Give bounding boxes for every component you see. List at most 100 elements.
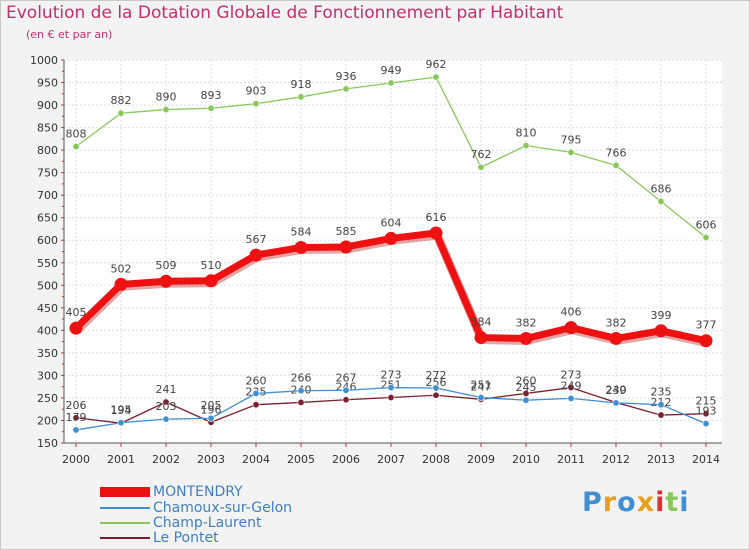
data-label-champ-laurent: 810 (516, 127, 537, 140)
data-label-le-pontet: 273 (561, 369, 582, 382)
x-tick-label: 2013 (647, 453, 675, 466)
data-label-champ-laurent: 949 (381, 64, 402, 77)
data-point-chamoux-sur-gelon (207, 414, 215, 422)
data-point-montendry (519, 331, 533, 345)
x-tick-label: 2004 (242, 453, 270, 466)
y-tick-label: 750 (37, 167, 58, 180)
data-label-chamoux-sur-gelon: 179 (66, 411, 87, 424)
x-tick-label: 2008 (422, 453, 450, 466)
data-point-montendry (429, 226, 443, 240)
data-point-chamoux-sur-gelon (522, 396, 530, 404)
data-point-champ-laurent (387, 79, 395, 87)
data-point-champ-laurent (657, 197, 665, 205)
data-label-le-pontet: 206 (66, 399, 87, 412)
data-label-champ-laurent: 890 (156, 91, 177, 104)
plot-area (64, 60, 722, 443)
data-label-champ-laurent: 962 (426, 58, 447, 71)
data-point-le-pontet (297, 398, 305, 406)
data-point-champ-laurent (612, 161, 620, 169)
data-label-chamoux-sur-gelon: 272 (426, 369, 447, 382)
x-tick-label: 2012 (602, 453, 630, 466)
data-label-champ-laurent: 795 (561, 133, 582, 146)
data-label-chamoux-sur-gelon: 260 (246, 374, 267, 387)
data-label-chamoux-sur-gelon: 249 (561, 379, 582, 392)
legend-swatch-chamoux-sur-gelon (100, 507, 150, 509)
data-label-chamoux-sur-gelon: 203 (156, 400, 177, 413)
data-label-chamoux-sur-gelon: 245 (516, 381, 537, 394)
legend-label-chamoux-sur-gelon: Chamoux-sur-Gelon (153, 500, 293, 516)
data-point-montendry (339, 240, 353, 254)
x-tick-label: 2010 (512, 453, 540, 466)
logo-letter: o (617, 487, 637, 518)
logo-letter: P (582, 487, 603, 518)
data-label-champ-laurent: 918 (291, 78, 312, 91)
y-tick-label: 900 (37, 99, 58, 112)
data-label-chamoux-sur-gelon: 239 (606, 384, 627, 397)
data-point-chamoux-sur-gelon (162, 415, 170, 423)
data-label-montendry: 604 (381, 216, 402, 229)
data-point-chamoux-sur-gelon (342, 386, 350, 394)
data-label-montendry: 384 (471, 316, 492, 329)
y-tick-label: 1000 (30, 54, 58, 67)
data-point-chamoux-sur-gelon (612, 399, 620, 407)
y-tick-label: 950 (37, 77, 58, 90)
data-label-chamoux-sur-gelon: 195 (111, 404, 132, 417)
data-label-le-pontet: 260 (516, 374, 537, 387)
data-label-montendry: 406 (561, 306, 582, 319)
data-point-montendry (294, 240, 308, 254)
data-point-chamoux-sur-gelon (432, 384, 440, 392)
data-point-montendry (384, 231, 398, 245)
data-point-le-pontet (567, 384, 575, 392)
logo-letter: i (655, 487, 666, 518)
y-tick-label: 550 (37, 257, 58, 270)
x-tick-label: 2014 (692, 453, 720, 466)
data-label-le-pontet: 256 (426, 376, 447, 389)
data-point-champ-laurent (477, 163, 485, 171)
data-label-montendry: 567 (246, 233, 267, 246)
legend-label-montendry: MONTENDRY (153, 484, 243, 500)
data-label-chamoux-sur-gelon: 251 (471, 378, 492, 391)
data-label-montendry: 377 (696, 319, 717, 332)
data-label-le-pontet: 247 (471, 380, 492, 393)
y-tick-label: 600 (37, 234, 58, 247)
data-point-le-pontet (432, 391, 440, 399)
data-point-chamoux-sur-gelon (567, 394, 575, 402)
data-point-champ-laurent (432, 73, 440, 81)
logo-letter: t (665, 487, 680, 518)
data-point-montendry (249, 248, 263, 262)
data-label-montendry: 382 (606, 316, 627, 329)
y-tick-label: 250 (37, 392, 58, 405)
data-point-montendry (69, 321, 83, 335)
data-label-montendry: 382 (516, 316, 537, 329)
data-point-champ-laurent (702, 234, 710, 242)
data-point-montendry (204, 274, 218, 288)
y-tick-label: 500 (37, 279, 58, 292)
data-label-le-pontet: 194 (111, 404, 132, 417)
data-point-le-pontet (252, 401, 260, 409)
legend-label-champ-laurent: Champ-Laurent (153, 515, 262, 531)
data-label-montendry: 509 (156, 259, 177, 272)
data-point-montendry (564, 321, 578, 335)
data-label-le-pontet: 240 (606, 383, 627, 396)
data-point-champ-laurent (72, 143, 80, 151)
data-point-chamoux-sur-gelon (477, 393, 485, 401)
data-point-chamoux-sur-gelon (252, 389, 260, 397)
y-tick-label: 300 (37, 369, 58, 382)
data-point-champ-laurent (207, 104, 215, 112)
data-label-champ-laurent: 762 (471, 148, 492, 161)
data-label-le-pontet: 196 (201, 403, 222, 416)
legend-swatch-champ-laurent (100, 522, 150, 524)
data-point-le-pontet (342, 396, 350, 404)
y-tick-label: 200 (37, 414, 58, 427)
legend-swatch-montendry (100, 487, 150, 497)
logo-letter: x (636, 487, 656, 518)
data-label-montendry: 585 (336, 225, 357, 238)
x-tick-label: 2006 (332, 453, 360, 466)
data-label-champ-laurent: 766 (606, 146, 627, 159)
x-tick-label: 2005 (287, 453, 315, 466)
data-label-champ-laurent: 893 (201, 89, 222, 102)
data-label-chamoux-sur-gelon: 273 (381, 369, 402, 382)
data-point-montendry (654, 324, 668, 338)
data-label-champ-laurent: 903 (246, 85, 267, 98)
